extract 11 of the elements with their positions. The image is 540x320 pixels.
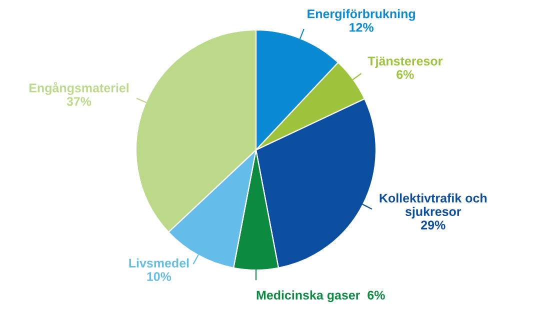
data-label: 12% bbox=[350, 22, 374, 32]
slice-label: Energiförbrukning bbox=[308, 9, 415, 21]
slice-label: Tjänsteresor bbox=[368, 56, 442, 68]
slice-label: Livsmedel bbox=[129, 258, 189, 268]
data-label: 29% bbox=[421, 220, 446, 230]
data-label: 10% bbox=[147, 272, 172, 282]
slice-label: Engångsmateriel bbox=[29, 82, 128, 95]
data-label: 6% bbox=[396, 70, 414, 79]
slice-label: Kollektivtrafik och sjukresor bbox=[380, 193, 487, 218]
data-label: 37% bbox=[66, 97, 92, 106]
slice-label: Medicinska gaser 6% bbox=[256, 290, 385, 302]
